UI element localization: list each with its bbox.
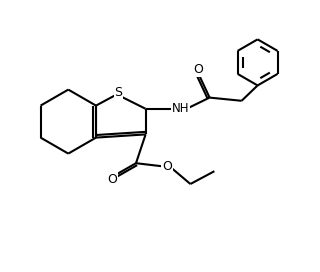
Text: O: O — [107, 173, 117, 186]
Text: O: O — [193, 63, 203, 76]
Text: O: O — [162, 160, 172, 173]
Text: S: S — [115, 86, 122, 99]
Text: NH: NH — [172, 102, 189, 115]
